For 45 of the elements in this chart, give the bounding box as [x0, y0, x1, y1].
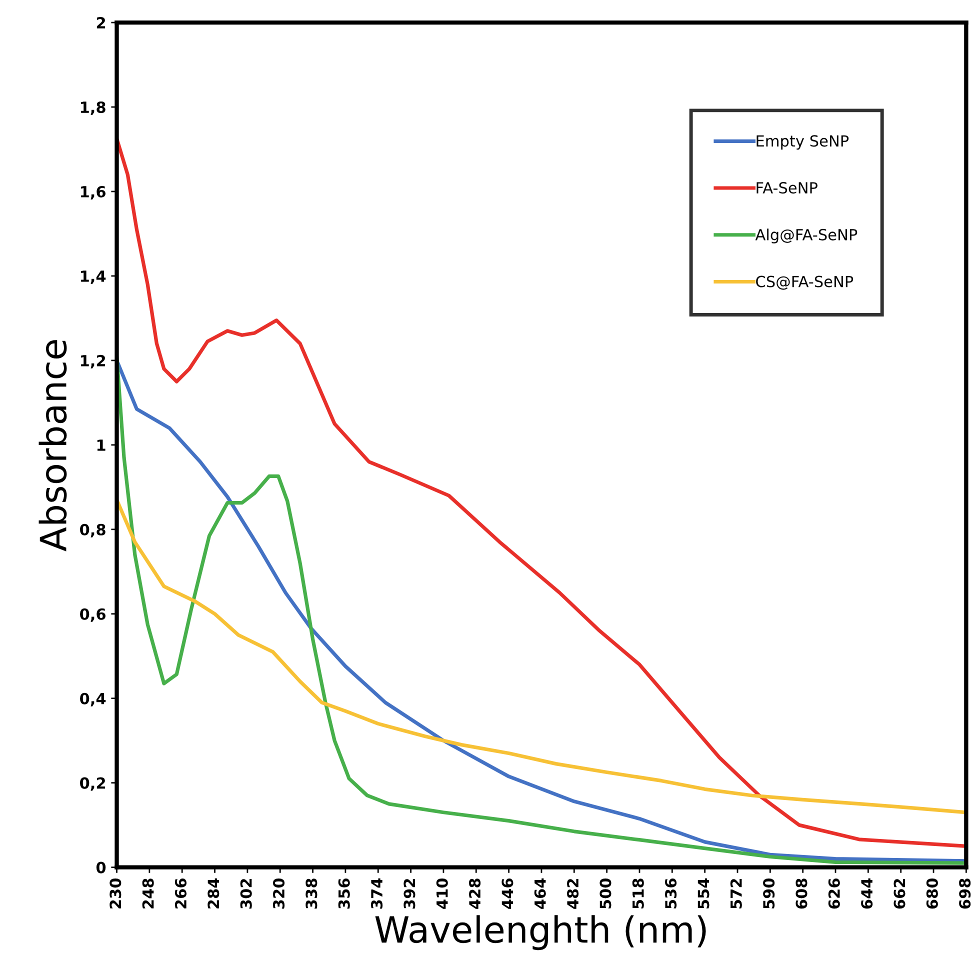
y-tick-label: 0,4 — [80, 692, 106, 706]
x-tick-label: 680 — [926, 878, 938, 909]
y-tick-label: 0,6 — [80, 608, 106, 622]
y-tick-label: 1 — [97, 440, 106, 451]
x-tick-label: 320 — [272, 878, 285, 909]
x-tick-label: 338 — [306, 878, 318, 909]
legend-label: Empty SeNP — [756, 135, 849, 150]
y-tick-label: 1,6 — [81, 186, 106, 200]
y-tick-label: 1,8 — [81, 101, 106, 115]
x-tick-label: 302 — [240, 879, 252, 909]
x-tick-label: 554 — [698, 878, 710, 908]
x-tick-label: 410 — [436, 878, 448, 909]
x-tick-label: 644 — [861, 878, 873, 909]
x-tick-label: 356 — [338, 878, 350, 909]
legend-label: CS@FA-SeNP — [756, 276, 854, 290]
x-tick-label: 536 — [665, 878, 677, 908]
x-tick-label: 608 — [796, 878, 808, 909]
x-tick-label: 662 — [894, 879, 906, 909]
x-tick-label: 374 — [371, 878, 383, 909]
y-tick-label: 1,2 — [81, 354, 106, 368]
x-tick-label: 500 — [600, 878, 612, 908]
x-tick-label: 266 — [174, 878, 187, 908]
x-tick-label: 590 — [763, 878, 775, 908]
line-series — [116, 498, 966, 814]
x-tick-label: 284 — [208, 878, 220, 908]
x-tick-label: 428 — [469, 878, 481, 909]
x-tick-label: 446 — [502, 878, 514, 909]
y-tick-label: 0 — [96, 862, 106, 874]
x-tick-label: 464 — [534, 878, 546, 909]
y-tick-label: 1,4 — [81, 270, 106, 284]
x-tick-label: 248 — [142, 878, 154, 908]
y-axis-title: Absorbance — [38, 340, 67, 552]
x-axis-title: Wavelenghth (nm) — [375, 915, 706, 950]
y-tick-label: 0,2 — [80, 777, 106, 791]
legend-label: Alg@FA-SeNP — [755, 228, 858, 244]
x-tick-label: 518 — [632, 878, 644, 908]
x-tick-label: 572 — [730, 879, 742, 908]
legend-label: FA-SeNP — [756, 182, 818, 194]
y-tick-label: 2 — [96, 17, 106, 28]
y-tick-label: 0,8 — [80, 524, 106, 538]
x-tick-label: 230 — [110, 878, 122, 908]
x-tick-label: 482 — [567, 879, 579, 909]
x-tick-label: 392 — [404, 879, 416, 909]
x-tick-label: 626 — [828, 878, 840, 909]
x-tick-label: 698 — [959, 878, 971, 909]
